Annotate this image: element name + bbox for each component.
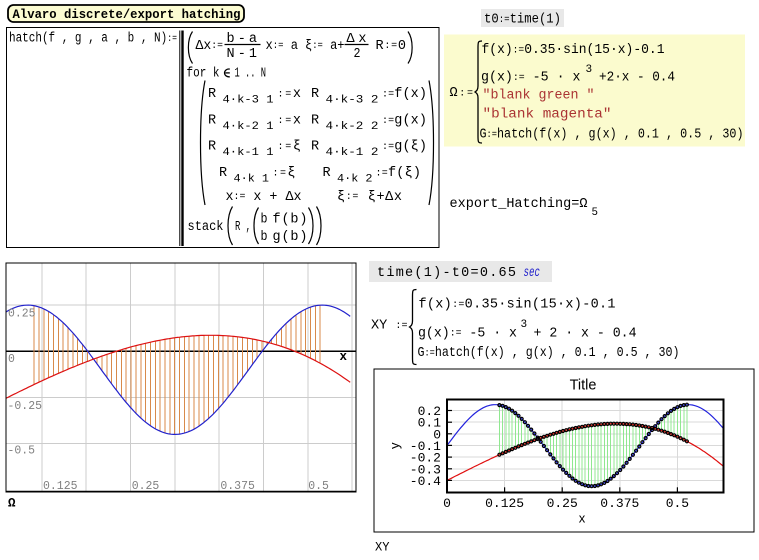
- svg-text:Ω: Ω: [8, 497, 16, 511]
- svg-text:0.5: 0.5: [308, 480, 329, 493]
- svg-text:Alvaro discrete/export hatchin: Alvaro discrete/export hatching: [13, 8, 241, 22]
- svg-text:0.375: 0.375: [220, 480, 255, 493]
- svg-text:g(b): g(b): [273, 230, 308, 245]
- svg-text:b: b: [261, 230, 268, 245]
- svg-text:4·k-1 2: 4·k-1 2: [326, 147, 379, 159]
- svg-text:0: 0: [433, 427, 441, 442]
- svg-text:0.2: 0.2: [418, 404, 441, 419]
- svg-text:0.25: 0.25: [547, 496, 578, 511]
- svg-text:b-a: b-a: [227, 32, 258, 47]
- svg-text:x:= a: x:= a: [266, 39, 299, 54]
- svg-text:N-1: N-1: [227, 47, 258, 62]
- svg-text:G:=hatch(f(x) , g(x) , 0.1 , 0: G:=hatch(f(x) , g(x) , 0.1 , 0.5 , 30): [418, 346, 680, 361]
- svg-text:"blank magenta": "blank magenta": [483, 108, 612, 123]
- svg-text::=x: := x: [278, 87, 302, 102]
- svg-text:4·k-3 1: 4·k-3 1: [223, 95, 274, 107]
- svg-text:Δx:=: Δx:=: [196, 39, 224, 54]
- svg-text:4·k-1 1: 4·k-1 1: [223, 147, 274, 159]
- svg-text:0.5: 0.5: [666, 496, 689, 511]
- svg-text:hatch(f , g , a , b , N):=: hatch(f , g , a , b , N):=: [9, 32, 177, 47]
- svg-text:3: 3: [586, 64, 593, 76]
- svg-text:4·k-2 2: 4·k-2 2: [326, 121, 379, 133]
- svg-text:for k: for k: [187, 67, 220, 82]
- svg-text:time(1)-t0=0.65: time(1)-t0=0.65: [377, 266, 516, 281]
- svg-text:0.125: 0.125: [43, 480, 78, 493]
- svg-text:stack: stack: [188, 220, 224, 235]
- svg-text:-0.2: -0.2: [410, 451, 441, 466]
- svg-text:1 .. N: 1 .. N: [235, 67, 267, 82]
- svg-text:-0.5: -0.5: [8, 445, 36, 458]
- svg-text::=x: := x: [278, 114, 302, 129]
- svg-text:0.25: 0.25: [8, 308, 36, 321]
- svg-text:g(x):= -5 · x: g(x):= -5 · x: [481, 71, 581, 86]
- svg-text:5: 5: [592, 207, 599, 219]
- svg-text:R: R: [311, 87, 319, 102]
- svg-text:ξ:= a+: ξ:= a+: [305, 39, 345, 54]
- svg-text:R: R: [311, 114, 319, 129]
- svg-text:R: R: [208, 87, 216, 102]
- svg-text:+ 2 · x - 0.4: + 2 · x - 0.4: [534, 326, 637, 341]
- svg-text:-0.3: -0.3: [410, 462, 441, 477]
- svg-text:R:=0: R:=0: [376, 39, 407, 54]
- svg-text:0.25: 0.25: [132, 480, 160, 493]
- svg-text:3: 3: [521, 319, 528, 331]
- svg-text::=g(x): :=g(x): [382, 114, 427, 129]
- svg-text:0: 0: [443, 496, 451, 511]
- svg-text:XY: XY: [375, 541, 390, 555]
- svg-text:sec: sec: [524, 266, 541, 281]
- svg-text:4·k 1: 4·k 1: [234, 174, 270, 186]
- svg-text:0.375: 0.375: [600, 496, 639, 511]
- svg-text:0.125: 0.125: [485, 496, 524, 511]
- svg-text:f(b): f(b): [273, 213, 308, 228]
- svg-text:f(x):=0.35·sin(15·x)-0.1: f(x):=0.35·sin(15·x)-0.1: [419, 298, 616, 313]
- svg-text::=f(ξ): :=f(ξ): [376, 166, 422, 181]
- svg-text:export_Hatching=Ω: export_Hatching=Ω: [450, 197, 588, 212]
- svg-text:x: x: [340, 350, 348, 364]
- svg-text:-0.1: -0.1: [410, 439, 441, 454]
- svg-text:R ,: R ,: [235, 220, 251, 235]
- svg-text:4·k 2: 4·k 2: [337, 174, 373, 186]
- svg-text:Title: Title: [570, 378, 597, 394]
- svg-text:R: R: [219, 166, 227, 181]
- svg-text:t0:=time(1): t0:=time(1): [484, 13, 561, 28]
- svg-text:4·k-3 2: 4·k-3 2: [326, 95, 379, 107]
- svg-text::=g(ξ): :=g(ξ): [382, 140, 427, 155]
- svg-text:"blank green ": "blank green ": [483, 89, 595, 104]
- svg-text:XY :=: XY :=: [371, 319, 408, 334]
- svg-text:g(x):= -5 · x: g(x):= -5 · x: [418, 326, 517, 341]
- svg-text:y: y: [387, 442, 402, 449]
- svg-text:+2·x - 0.4: +2·x - 0.4: [599, 71, 675, 86]
- svg-text:ξ:= ξ+Δx: ξ:= ξ+Δx: [337, 190, 402, 205]
- svg-text:-0.25: -0.25: [8, 400, 43, 413]
- svg-text:Ω:=: Ω:=: [450, 86, 474, 101]
- svg-text:b: b: [261, 213, 268, 228]
- svg-text:R: R: [311, 140, 319, 155]
- svg-text:x: x: [579, 511, 586, 526]
- svg-text::=f(x): :=f(x): [382, 87, 427, 102]
- svg-text:4·k-2 1: 4·k-2 1: [223, 121, 274, 133]
- svg-text:R: R: [208, 114, 216, 129]
- svg-text:G:=hatch(f(x) , g(x) , 0.1 , 0: G:=hatch(f(x) , g(x) , 0.1 , 0.5 , 30): [480, 128, 744, 143]
- svg-text:x:= x + Δx: x:= x + Δx: [226, 190, 302, 205]
- svg-text:0: 0: [8, 353, 15, 366]
- svg-text:-0.4: -0.4: [410, 474, 441, 489]
- svg-text:2: 2: [354, 47, 361, 62]
- svg-text:0.1: 0.1: [418, 416, 442, 431]
- svg-text::=ξ: :=ξ: [273, 166, 296, 181]
- svg-text:R: R: [323, 166, 331, 181]
- svg-text:R: R: [208, 140, 216, 155]
- svg-text::=ξ: :=ξ: [278, 140, 302, 155]
- svg-text:f(x):=0.35·sin(15·x)-0.1: f(x):=0.35·sin(15·x)-0.1: [482, 43, 665, 58]
